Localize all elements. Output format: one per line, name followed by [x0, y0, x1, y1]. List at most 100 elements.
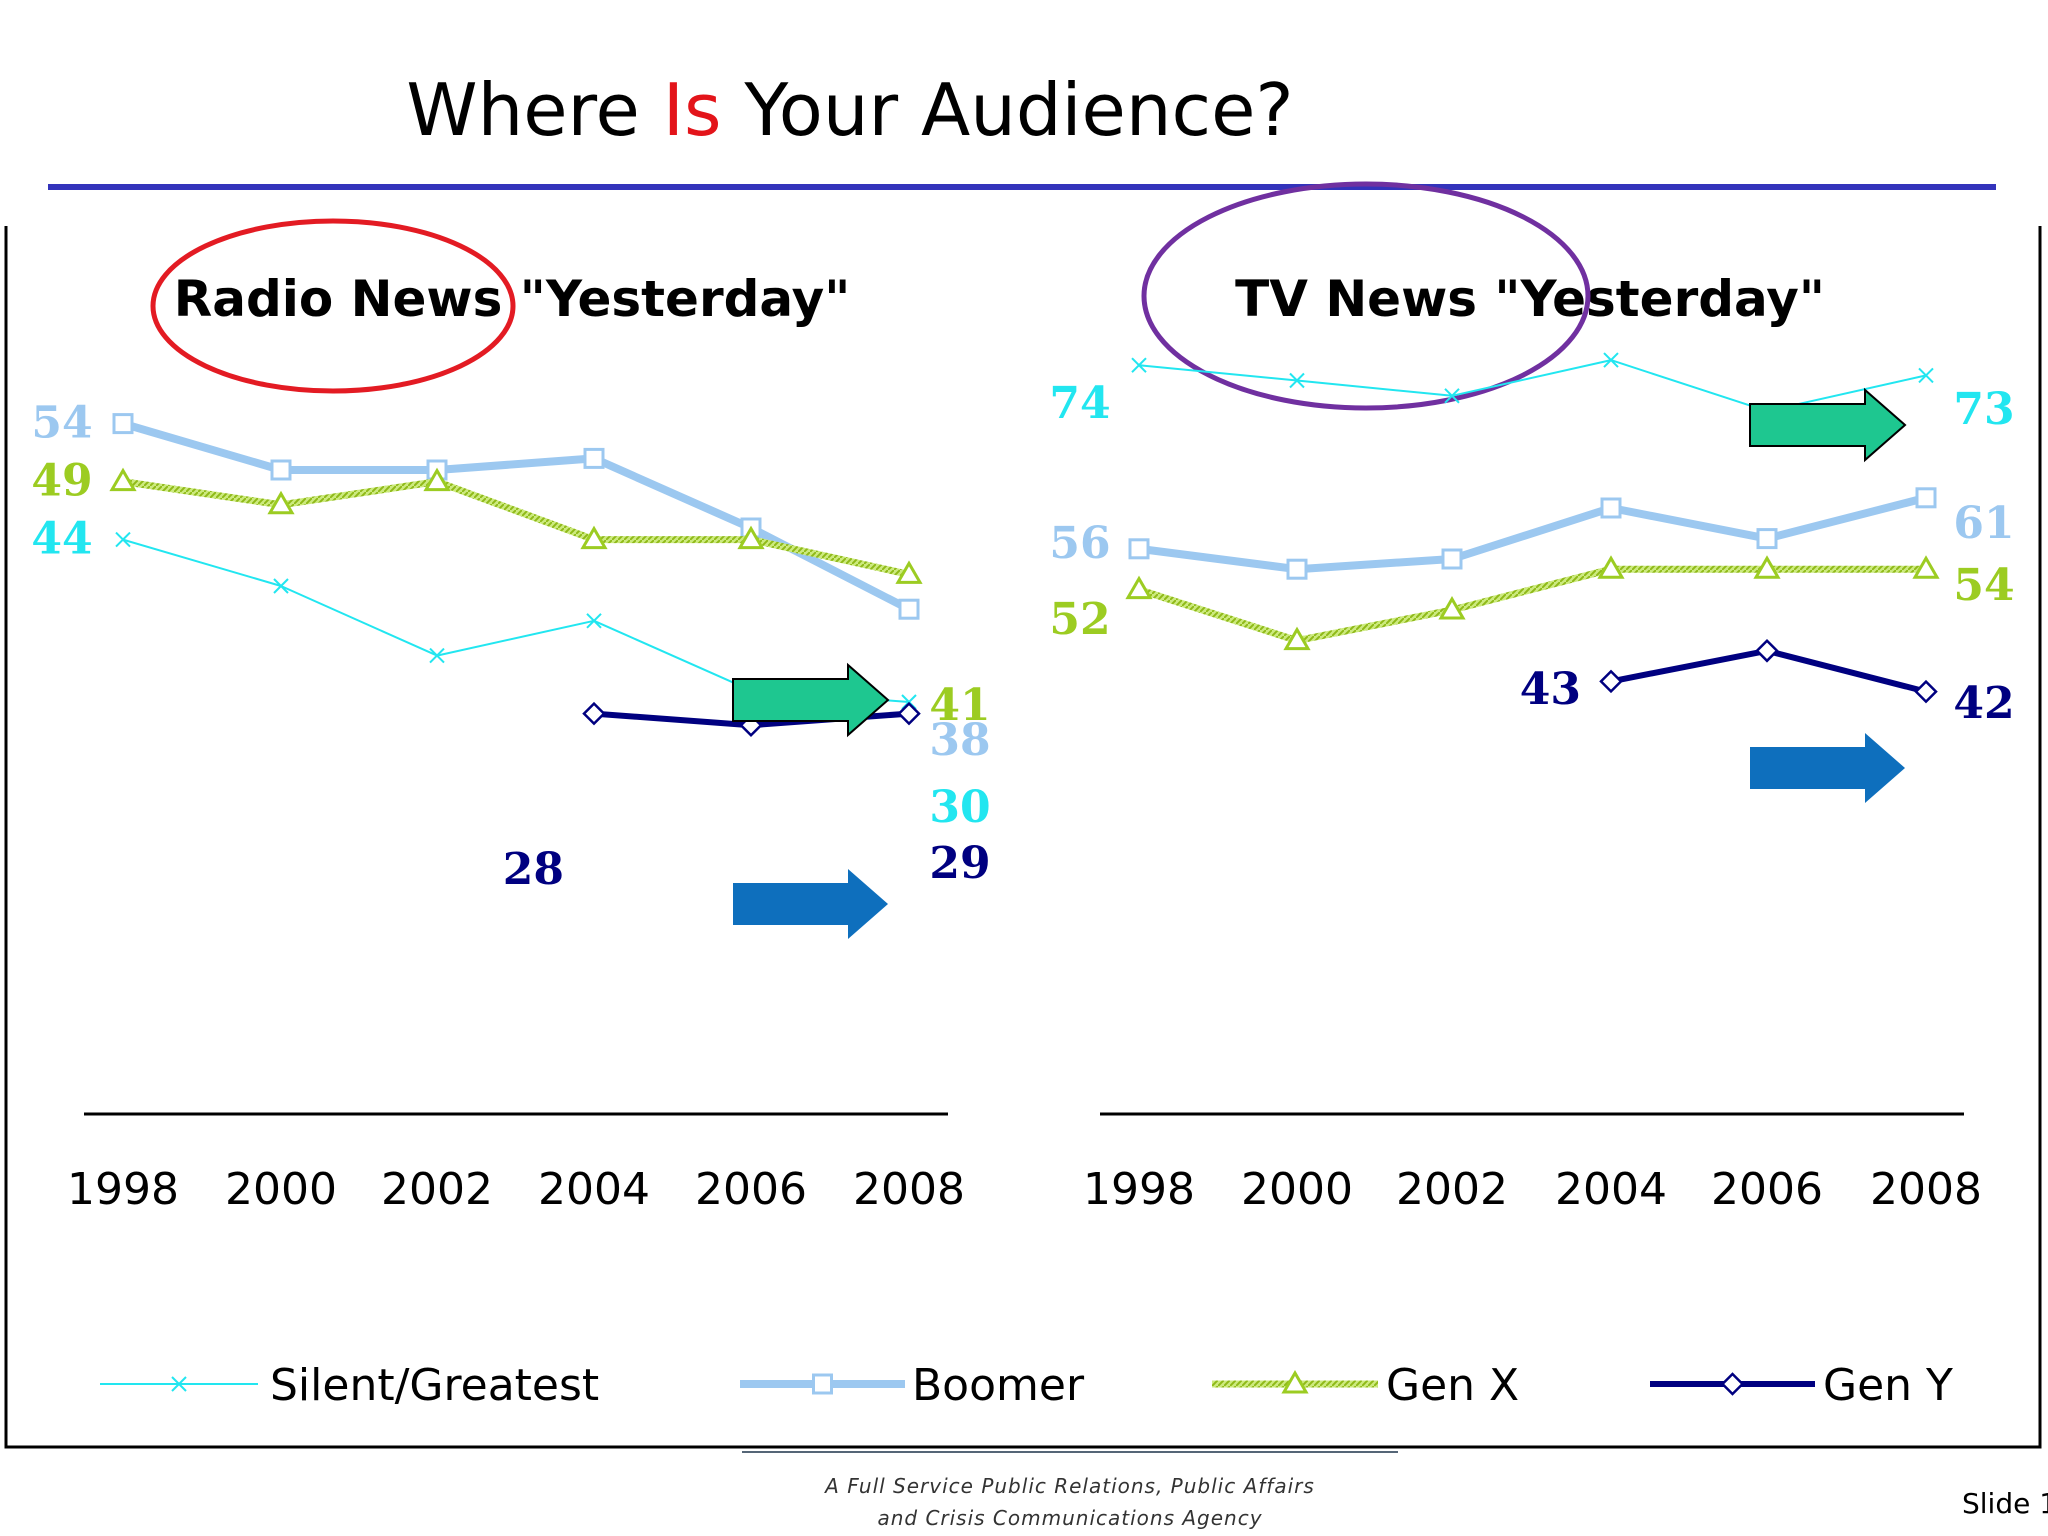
legend-item: Gen Y: [1650, 1360, 1953, 1411]
data-point: [429, 647, 445, 664]
first-value-label: 49: [31, 456, 92, 507]
data-point: [1597, 555, 1625, 579]
legend-item: Gen X: [1212, 1360, 1519, 1411]
series-line: [1138, 493, 1927, 574]
legend-marker: [812, 1373, 833, 1395]
data-point: [1756, 528, 1778, 550]
title-divider: [48, 184, 1996, 190]
last-value-label: 42: [1953, 678, 2014, 729]
data-point: [895, 560, 923, 584]
data-point: [423, 467, 451, 492]
data-point: [115, 531, 131, 548]
data-point: [1125, 575, 1153, 600]
legend-label: Gen Y: [1823, 1360, 1953, 1411]
radio-news-chart: Radio News "Yesterday"1998 2000 2002 2004 20…: [31, 218, 991, 1215]
last-value-label: 73: [1953, 384, 2014, 435]
data-point: [1283, 626, 1311, 651]
footer-divider: [742, 1451, 1398, 1453]
data-point: [1914, 679, 1938, 704]
data-point: [898, 598, 920, 620]
x-tick-label: 2004: [538, 1164, 650, 1215]
data-point: [1912, 555, 1940, 579]
data-point: [1289, 372, 1305, 389]
data-point: [1128, 538, 1150, 560]
data-point: [1444, 388, 1460, 404]
first-value-label: 54: [31, 398, 92, 449]
footer-tagline-line-2: and Crisis Communications Agency: [877, 1506, 1263, 1530]
title-part-2: Your Audience?: [721, 68, 1294, 152]
series-line: [121, 419, 911, 613]
data-point: [586, 613, 602, 629]
data-point: [267, 490, 295, 515]
data-point: [1438, 596, 1466, 620]
green-arrow-right-icon: [732, 662, 890, 738]
last-value-label: 54: [1953, 560, 2014, 611]
data-point: [1918, 367, 1934, 384]
x-tick-label: 2008: [1870, 1164, 1982, 1215]
data-point: [583, 447, 605, 469]
x-tick-label: 2000: [1241, 1164, 1353, 1215]
series-line: [122, 538, 910, 703]
data-point: [1753, 555, 1781, 579]
highlight-circle: [1141, 181, 1591, 411]
data-point: [1599, 669, 1623, 694]
data-point: [109, 467, 137, 492]
data-point: [270, 459, 292, 481]
data-point: [112, 413, 134, 435]
title-accent-word: Is: [662, 68, 722, 152]
data-point: [737, 525, 765, 550]
data-point: [897, 701, 921, 726]
blue-arrow-right-icon: [733, 869, 888, 939]
last-value-label: 61: [1953, 498, 2014, 549]
footer-tagline-line-1: A Full Service Public Relations, Public …: [825, 1474, 1315, 1498]
slide-title: Where Is Your Audience?: [0, 68, 1700, 152]
first-value-label: 52: [1049, 594, 1110, 645]
legend-marker: [171, 1376, 187, 1392]
data-point: [273, 578, 289, 594]
last-value-label: 29: [929, 838, 990, 889]
chart-frame: [4, 226, 2042, 1449]
data-point: [1286, 558, 1308, 580]
data-point: [1915, 487, 1937, 509]
legend-label: Boomer: [912, 1360, 1085, 1411]
x-tick-label: 2000: [225, 1164, 337, 1215]
legend-marker: [1281, 1370, 1309, 1394]
legend-label: Silent/Greatest: [270, 1360, 599, 1411]
series-line: [122, 478, 910, 578]
legend-item: Boomer: [740, 1360, 1085, 1411]
series-line: [1137, 565, 1926, 645]
slide-number: Slide 1: [1962, 1487, 2048, 1520]
last-value-label: 41: [929, 680, 990, 731]
chart-figure: Radio News "Yesterday"1998 2000 2002 2004 20…: [4, 181, 2042, 1449]
green-arrow-right-icon: [1749, 387, 1907, 463]
series-gen-y: 28 29: [503, 701, 991, 895]
data-point: [1600, 497, 1622, 519]
data-point: [580, 525, 608, 550]
series-gen-x: 49 41: [31, 456, 990, 731]
chart-title: TV News "Yesterday": [1235, 270, 1825, 328]
x-tick-label: 1998: [67, 1164, 179, 1215]
data-point: [582, 701, 606, 726]
legend-marker: [1720, 1372, 1745, 1396]
legend-label: Gen X: [1386, 1360, 1519, 1411]
x-tick-label: 2002: [381, 1164, 493, 1215]
first-value-label: 56: [1049, 518, 1110, 569]
first-value-label: 74: [1049, 378, 1110, 429]
x-tick-label: 2006: [1711, 1164, 1823, 1215]
x-tick-label: 2002: [1396, 1164, 1508, 1215]
blue-arrow-right-icon: [1750, 733, 1905, 803]
highlight-circle: [150, 218, 516, 394]
data-point: [1131, 357, 1147, 373]
series-gen-y: 43 42: [1520, 639, 2015, 729]
legend-item: Silent/Greatest: [100, 1360, 599, 1411]
title-part-1: Where: [406, 68, 663, 152]
data-point: [1755, 639, 1779, 663]
x-tick-label: 2008: [853, 1164, 965, 1215]
first-value-label: 28: [503, 844, 564, 895]
x-tick-label: 2004: [1555, 1164, 1667, 1215]
series-boomer: 56 61: [1049, 487, 2015, 580]
series-gen-x: 52 54: [1049, 555, 2015, 651]
first-value-label: 43: [1520, 664, 1581, 715]
last-value-label: 30: [929, 782, 990, 833]
data-point: [1441, 548, 1463, 570]
